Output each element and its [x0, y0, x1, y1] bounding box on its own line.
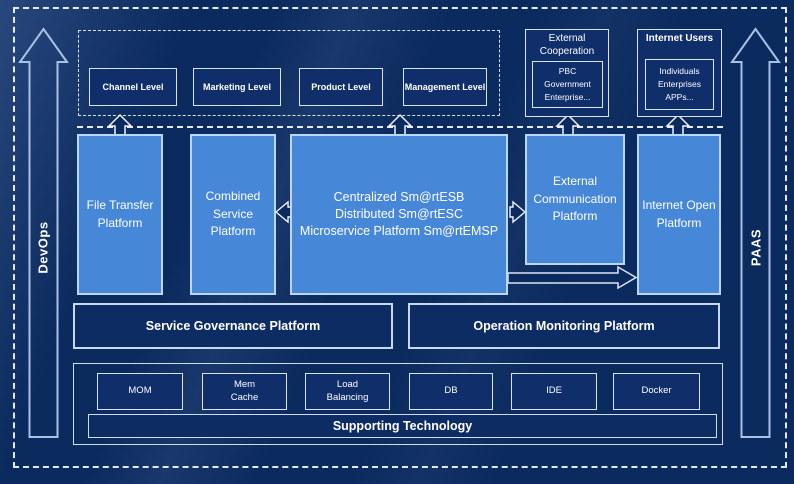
tech-box-mem-cache: Mem Cache	[202, 373, 287, 410]
tech-label: Docker	[641, 385, 672, 397]
tech-box-db: DB	[409, 373, 493, 410]
layer-separator-dashed	[77, 126, 723, 128]
marketing-level-box: Marketing Level	[193, 68, 281, 106]
combined-service-platform-box: Combined Service Platform	[190, 134, 276, 295]
internet-open-platform-label: Internet Open Platform	[642, 198, 716, 230]
external-communication-platform-label: External Communication Platform	[533, 174, 617, 224]
file-transfer-platform-box: File Transfer Platform	[77, 134, 163, 295]
file-transfer-platform-label: File Transfer Platform	[86, 198, 154, 230]
supporting-technology-bar: Supporting Technology	[88, 414, 717, 438]
tech-box-ide: IDE	[511, 373, 597, 410]
product-level-box: Product Level	[299, 68, 383, 106]
central-esb-platform-box: Centralized Sm@rtESB Distributed Sm@rtES…	[290, 134, 508, 295]
internet-users-box: Internet Users Individuals Enterprises A…	[637, 29, 722, 117]
channel-level-box: Channel Level	[89, 68, 177, 106]
tech-box-mom: MOM	[97, 373, 183, 410]
tech-label: DB	[444, 385, 458, 397]
tech-box-docker: Docker	[613, 373, 700, 410]
external-cooperation-members-box: PBC Government Enterprise...	[532, 61, 603, 108]
levels-group-dashed	[78, 30, 500, 116]
tech-label: MOM	[128, 385, 152, 397]
paas-rail-label: PAAS	[748, 228, 764, 267]
central-platform-line-2: Distributed Sm@rtESC	[335, 207, 463, 222]
management-level-box: Management Level	[403, 68, 487, 106]
devops-rail-label: DevOps	[35, 221, 51, 274]
combined-service-platform-label: Combined Service Platform	[205, 189, 261, 239]
internet-users-members: Individuals Enterprises APPs...	[658, 66, 701, 102]
operation-monitoring-platform-box: Operation Monitoring Platform	[408, 303, 720, 349]
service-governance-platform-box: Service Governance Platform	[73, 303, 393, 349]
tech-label: Load Balancing	[326, 379, 369, 403]
tech-box-load-balancing: Load Balancing	[305, 373, 390, 410]
external-cooperation-box: External Cooperation PBC Government Ente…	[525, 29, 609, 117]
supporting-technology-container	[73, 363, 723, 445]
central-platform-line-1: Centralized Sm@rtESB	[333, 190, 465, 205]
internet-open-platform-box: Internet Open Platform	[637, 134, 721, 295]
internet-users-members-box: Individuals Enterprises APPs...	[645, 59, 714, 110]
central-platform-line-3: Microservice Platform Sm@rtEMSP	[299, 223, 499, 238]
external-cooperation-title: External Cooperation	[539, 33, 595, 57]
external-communication-platform-box: External Communication Platform	[525, 134, 625, 265]
internet-users-title: Internet Users	[645, 33, 714, 44]
tech-label: Mem Cache	[230, 379, 259, 403]
external-cooperation-members: PBC Government Enterprise...	[544, 66, 591, 102]
diagram-boundary-dashed	[13, 7, 787, 468]
tech-label: IDE	[546, 385, 562, 397]
